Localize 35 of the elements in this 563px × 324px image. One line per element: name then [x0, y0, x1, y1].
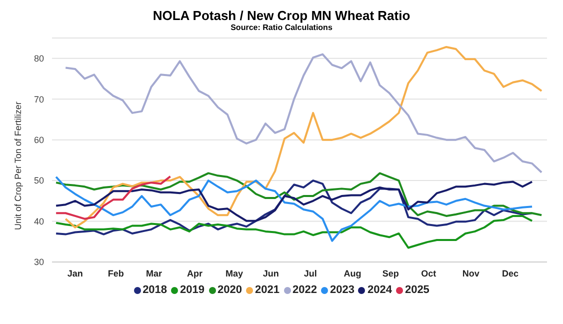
- y-axis-title: Unit of Crop Per Ton of Fertilizer: [13, 102, 24, 230]
- y-tick-label: 50: [34, 176, 44, 186]
- line-series: [64, 46, 543, 228]
- y-tick-label: 70: [34, 94, 44, 104]
- legend-label: 2020: [216, 284, 242, 296]
- x-tick-label: Apr: [187, 268, 204, 278]
- legend-label: 2022: [292, 284, 317, 296]
- line-series: [55, 180, 534, 222]
- x-tick-label: Dec: [502, 268, 519, 278]
- legend-label: 2019: [179, 284, 205, 296]
- chart-title: NOLA Potash / New Crop MN Wheat Ratio: [152, 8, 412, 23]
- y-tick-label: 40: [34, 216, 44, 226]
- line-series: [55, 175, 172, 220]
- x-tick-label: Mar: [146, 268, 162, 278]
- x-tick-label: May: [225, 268, 243, 278]
- y-tick-label: 60: [34, 135, 44, 146]
- x-tick-label: Jul: [304, 268, 317, 278]
- line-series: [55, 180, 534, 236]
- legend-label: 2025: [404, 284, 430, 296]
- y-tick-label: 30: [34, 257, 44, 268]
- legend-label: 2018: [142, 284, 168, 296]
- line-series: [64, 53, 543, 174]
- y-tick-label: 80: [34, 54, 44, 64]
- chart-subtitle: Source: Ratio Calculations: [230, 23, 334, 32]
- x-tick-label: Feb: [108, 268, 124, 278]
- legend-label: 2023: [328, 284, 354, 296]
- x-tick-label: Aug: [344, 268, 362, 278]
- x-tick-label: Sep: [382, 268, 400, 278]
- x-tick-label: Jun: [262, 268, 279, 278]
- legend-label: 2021: [254, 284, 280, 296]
- x-tick-label: Jan: [67, 268, 83, 278]
- legend-label: 2024: [366, 284, 392, 296]
- x-tick-label: Nov: [462, 268, 480, 278]
- line-series: [55, 176, 534, 242]
- x-tick-label: Oct: [421, 268, 436, 278]
